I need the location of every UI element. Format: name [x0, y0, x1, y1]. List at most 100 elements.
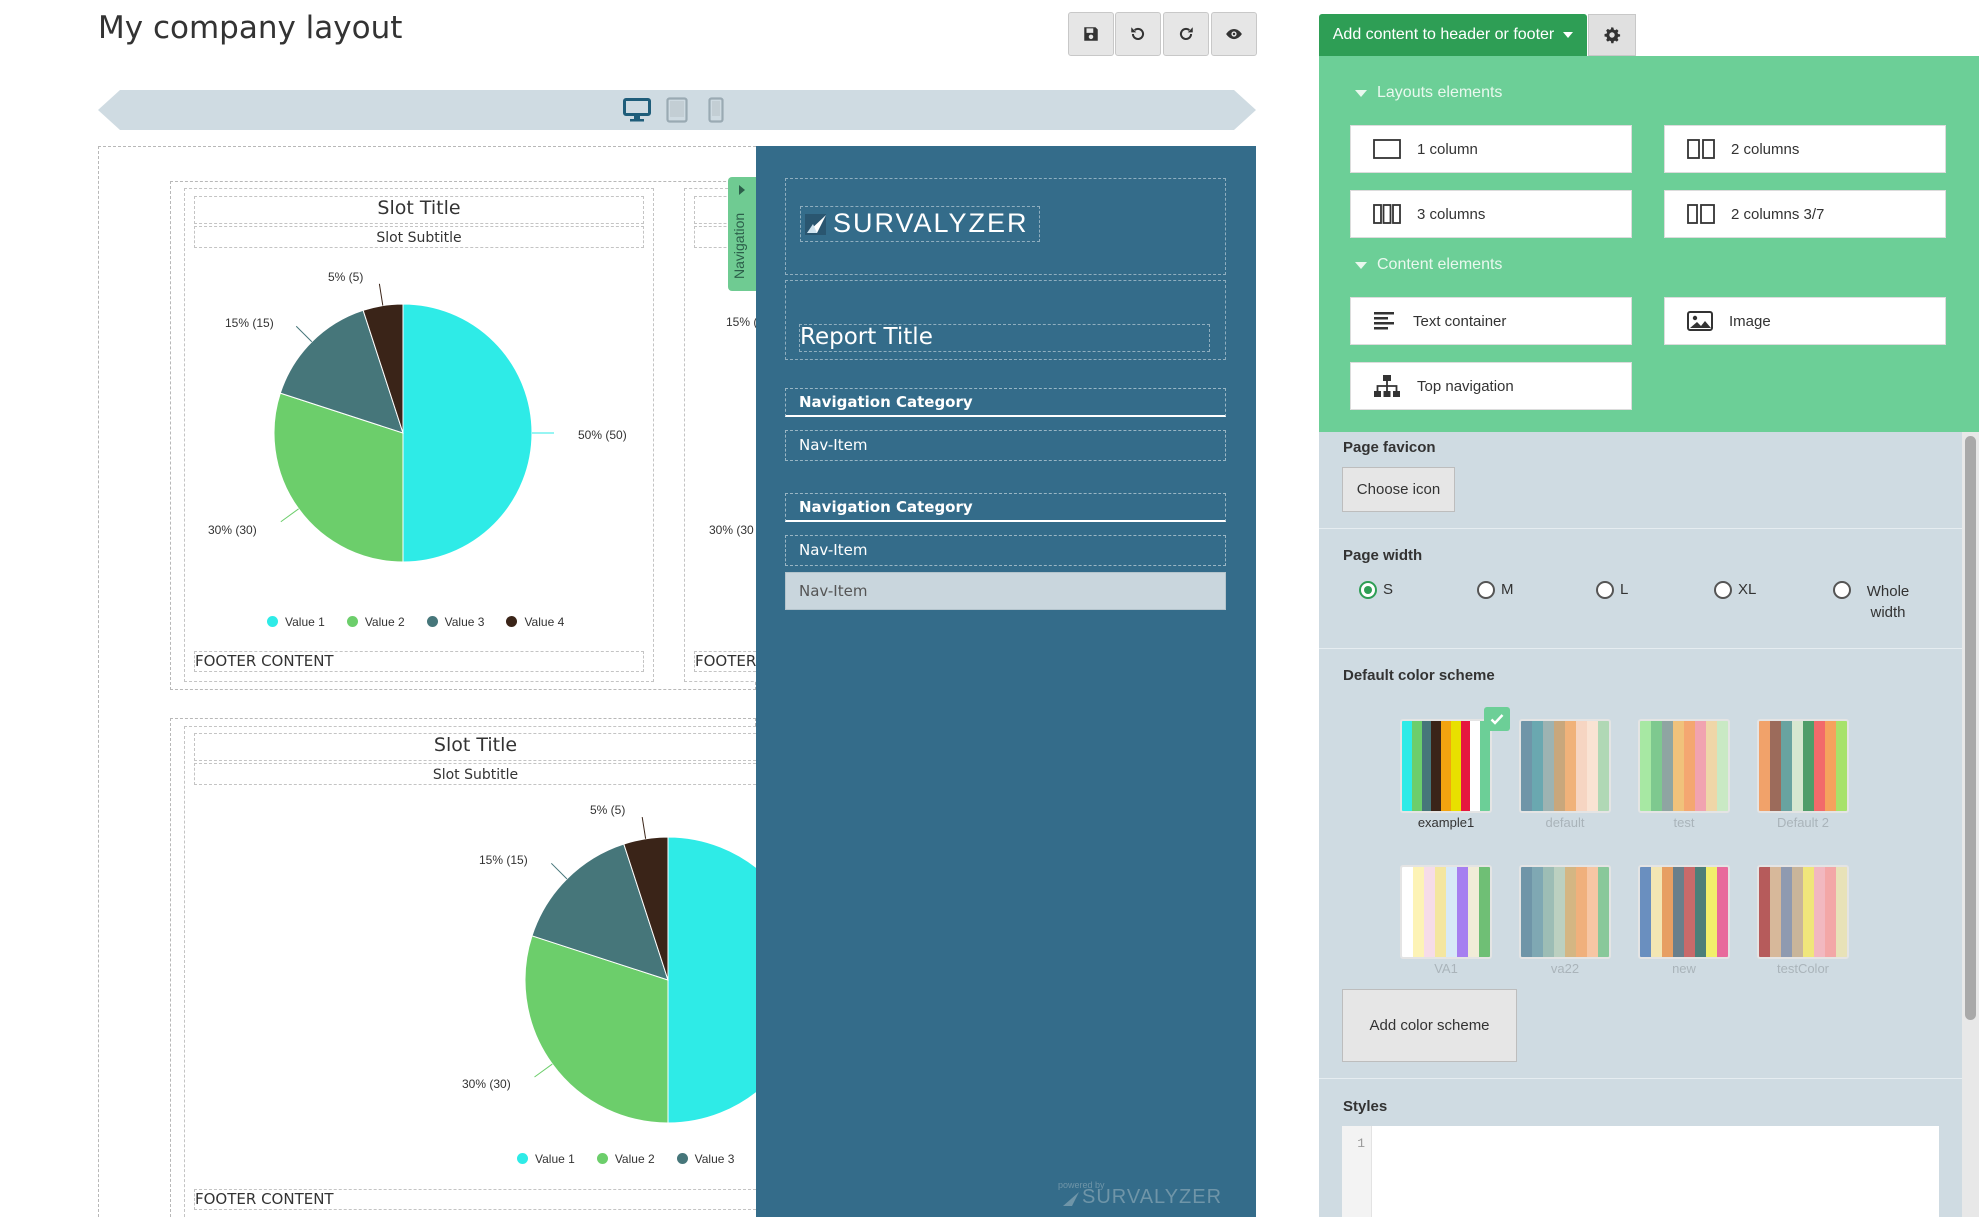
survalyzer-logo-icon: [1063, 1192, 1079, 1206]
pie-slice[interactable]: [279, 309, 404, 434]
preview-button[interactable]: [1211, 12, 1257, 56]
eye-icon: [1226, 28, 1242, 40]
slot-title[interactable]: [694, 196, 756, 224]
logo-text: SURVALYZER: [833, 208, 1029, 238]
styles-label: Styles: [1343, 1098, 1388, 1115]
styles-code-editor[interactable]: [1342, 1126, 1939, 1217]
pie-leader-line: [378, 283, 384, 306]
pie-slice[interactable]: [362, 303, 404, 434]
one-column-icon: [1373, 139, 1401, 159]
navigation-toggle-tab[interactable]: Navigation: [728, 177, 758, 291]
slot-footer[interactable]: FOOTER CONTENT: [194, 1189, 756, 1210]
sitemap-icon: [1374, 375, 1400, 397]
save-button[interactable]: [1068, 12, 1114, 56]
tablet-icon[interactable]: [664, 96, 690, 124]
three-columns-button[interactable]: 3 columns: [1350, 190, 1632, 238]
slot-subtitle[interactable]: Slot Subtitle: [194, 763, 756, 785]
pie-data-label: 50% (50): [578, 428, 627, 442]
redo-button[interactable]: [1163, 12, 1209, 56]
color-scheme-swatch[interactable]: [1757, 865, 1849, 959]
nav-item[interactable]: Nav-Item: [785, 572, 1226, 610]
two-columns-3-7-button[interactable]: 2 columns 3/7: [1664, 190, 1946, 238]
pie-data-label: 30% (30): [462, 1077, 511, 1091]
color-scheme-swatch[interactable]: [1757, 719, 1849, 813]
two-columns-button[interactable]: 2 columns: [1664, 125, 1946, 173]
color-scheme-name: Default 2: [1776, 815, 1830, 830]
caret-down-icon: [1355, 89, 1367, 97]
nav-item[interactable]: Nav-Item: [785, 535, 1226, 566]
slot-subtitle[interactable]: [694, 226, 756, 248]
pie-data-label: 30% (30): [208, 523, 257, 537]
choose-icon-button[interactable]: Choose icon: [1342, 467, 1455, 512]
page-width-label: Page width: [1343, 547, 1423, 564]
nav-item[interactable]: Nav-Item: [785, 430, 1226, 461]
layouts-elements-heading[interactable]: Layouts elements: [1355, 84, 1502, 102]
color-scheme-swatch[interactable]: [1519, 865, 1611, 959]
content-elements-heading[interactable]: Content elements: [1355, 256, 1502, 274]
pie-legend: Value 1 Value 2 Value 3 Value 4: [267, 615, 564, 629]
slot-subtitle[interactable]: Slot Subtitle: [194, 226, 644, 248]
add-color-scheme-button[interactable]: Add color scheme: [1342, 989, 1517, 1062]
pie-slice[interactable]: [623, 836, 669, 981]
color-scheme-swatch[interactable]: [1400, 865, 1492, 959]
one-column-button[interactable]: 1 column: [1350, 125, 1632, 173]
page-favicon-label: Page favicon: [1343, 439, 1436, 456]
report-title-area[interactable]: [785, 280, 1226, 360]
color-scheme-swatch[interactable]: [1519, 719, 1611, 813]
add-content-button[interactable]: Add content to header or footer: [1319, 14, 1587, 56]
caret-right-icon: [739, 185, 745, 195]
navigation-tab-label: Navigation: [731, 212, 747, 279]
legend-item[interactable]: Value 4: [506, 615, 564, 629]
slot-footer[interactable]: FOOTER CONTENT: [194, 651, 644, 672]
legend-item[interactable]: Value 1: [517, 1152, 575, 1166]
page-width-option-l[interactable]: L: [1596, 581, 1628, 599]
pie-slice[interactable]: [402, 303, 533, 563]
pie-legend: Value 1 Value 2 Value 3: [517, 1152, 734, 1166]
pie-leader-line: [550, 862, 568, 880]
slot-footer[interactable]: FOOTER: [694, 651, 757, 672]
color-scheme-name: testColor: [1776, 961, 1830, 976]
logo[interactable]: SURVALYZER: [800, 206, 1040, 242]
scrollbar-thumb[interactable]: [1965, 436, 1976, 1020]
legend-item[interactable]: Value 3: [426, 615, 484, 629]
navigation-category[interactable]: Navigation Category: [785, 388, 1226, 417]
desktop-icon[interactable]: [622, 96, 652, 124]
pie-chart: [524, 816, 756, 1124]
page-width-option-m[interactable]: M: [1477, 581, 1514, 599]
page-width-option-whole[interactable]: Whole width: [1833, 581, 1919, 623]
image-icon: [1687, 311, 1713, 331]
pie-slice[interactable]: [667, 836, 756, 1124]
color-scheme-name: default: [1545, 815, 1585, 830]
color-scheme-name: new: [1672, 961, 1696, 976]
color-scheme-swatch[interactable]: [1638, 719, 1730, 813]
slot-title[interactable]: Slot Title: [194, 196, 644, 224]
navigation-category[interactable]: Navigation Category: [785, 493, 1226, 522]
pie-data-label: 15% (15): [479, 853, 528, 867]
pie-slice[interactable]: [524, 935, 669, 1124]
pie-slice[interactable]: [273, 392, 404, 563]
undo-button[interactable]: [1115, 12, 1161, 56]
mobile-icon[interactable]: [706, 96, 726, 124]
report-title[interactable]: Report Title: [799, 324, 1210, 352]
page-width-option-xl[interactable]: XL: [1714, 581, 1756, 599]
legend-item[interactable]: Value 1: [267, 615, 325, 629]
nav-logo-area[interactable]: [785, 178, 1226, 275]
pie-leader-line: [295, 325, 313, 343]
pie-slice[interactable]: [531, 843, 669, 981]
survalyzer-logo-icon: [805, 214, 826, 235]
page-width-option-s[interactable]: S: [1359, 581, 1393, 599]
legend-item[interactable]: Value 3: [676, 1152, 734, 1166]
divider: [1319, 528, 1962, 529]
legend-item[interactable]: Value 2: [596, 1152, 655, 1166]
slot-title[interactable]: Slot Title: [194, 733, 756, 761]
color-scheme-swatch[interactable]: [1638, 865, 1730, 959]
color-scheme-swatch[interactable]: [1400, 719, 1492, 813]
pie-data-label: 5% (5): [590, 803, 626, 817]
legend-item[interactable]: Value 2: [346, 615, 405, 629]
top-navigation-button[interactable]: Top navigation: [1350, 362, 1632, 410]
image-button[interactable]: Image: [1664, 297, 1946, 345]
text-container-button[interactable]: Text container: [1350, 297, 1632, 345]
pie-data-label: 15% (15): [225, 316, 274, 330]
settings-button[interactable]: [1588, 14, 1636, 56]
redo-icon: [1179, 27, 1193, 40]
